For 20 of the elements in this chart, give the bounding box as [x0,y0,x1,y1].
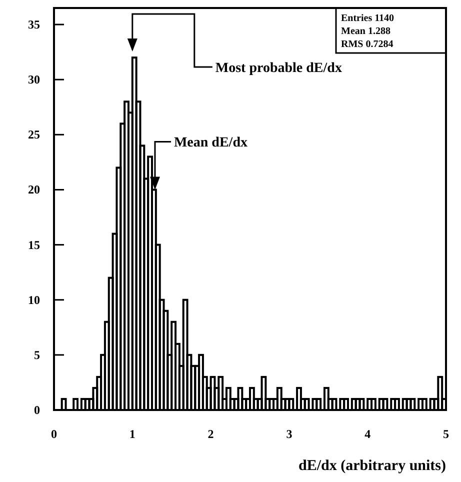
y-tick-label: 0 [34,403,40,417]
x-tick-label: 1 [129,427,136,441]
y-tick-label: 20 [28,182,40,197]
y-tick-label: 10 [28,292,40,307]
y-tick-label: 5 [34,348,40,362]
annotation: Most probable dE/dx [215,61,342,76]
y-tick-label: 15 [28,238,40,252]
x-tick-label: 3 [286,427,292,441]
x-tick-label: 4 [364,427,371,441]
annotation: Entries 1140 [341,13,394,24]
annotation: RMS 0.7284 [341,39,394,50]
x-tick-label: 2 [208,427,214,441]
y-tick-label: 35 [28,18,40,32]
annotation: Mean 1.288 [341,26,390,37]
annotation: Mean dE/dx [174,136,248,151]
x-tick-label: 5 [443,427,449,441]
x-axis-title: dE/dx (arbitrary units) [298,458,446,474]
y-tick-label: 25 [28,128,40,142]
x-tick-label: 0 [51,427,57,441]
y-tick-label: 30 [28,72,40,87]
